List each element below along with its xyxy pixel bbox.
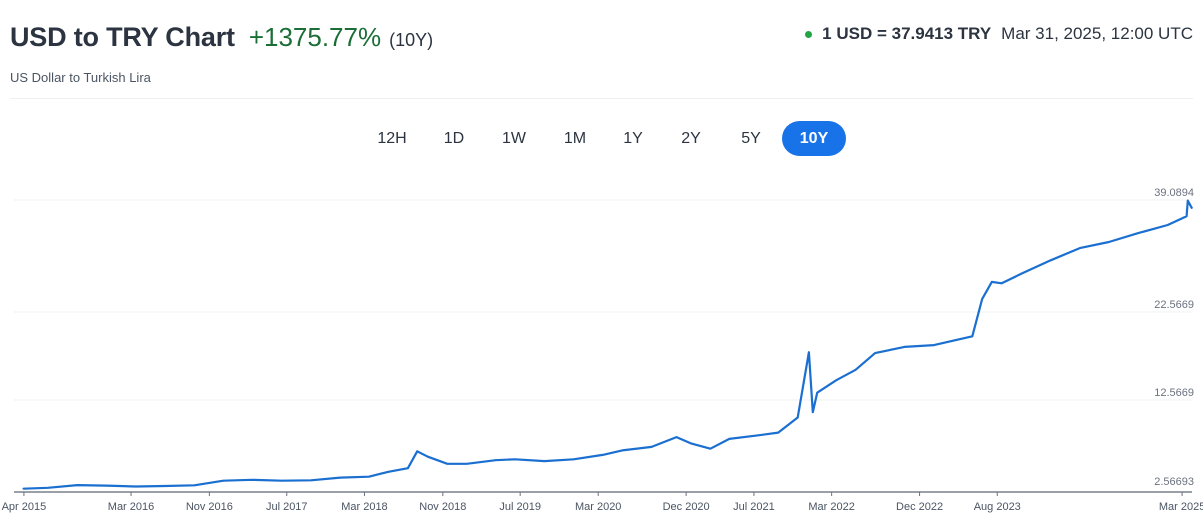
x-tick-label: Dec 2020 bbox=[663, 501, 710, 513]
period-label: (10Y) bbox=[389, 30, 434, 50]
x-tick-label: Nov 2018 bbox=[419, 501, 466, 513]
x-tick-label: Jul 2017 bbox=[266, 501, 308, 513]
usd-try-line-chart: 2.56693 12.5669 22.5669 39.0894 Apr 2015 Mar… bbox=[2, 187, 1203, 513]
tab-1m[interactable]: 1M bbox=[563, 130, 587, 147]
tab-1y[interactable]: 1Y bbox=[623, 130, 643, 147]
y-tick-label: 12.5669 bbox=[1154, 387, 1194, 399]
tab-10y[interactable]: 10Y bbox=[782, 121, 846, 156]
rate-timestamp: Mar 31, 2025, 12:00 UTC bbox=[1001, 24, 1193, 43]
x-tick-label: Apr 2015 bbox=[2, 501, 47, 513]
percent-change: +1375.77% bbox=[248, 22, 382, 52]
rate-display: 1 USD = 37.9413 TRY Mar 31, 2025, 12:00 … bbox=[805, 24, 1193, 44]
x-tick-label: Dec 2022 bbox=[896, 501, 943, 513]
series-line-usd-try bbox=[22, 199, 1193, 490]
title-row: USD to TRY Chart +1375.77% (10Y) bbox=[10, 22, 433, 53]
x-tick-label: Mar 2022 bbox=[808, 501, 854, 513]
x-tick-label: Mar 2020 bbox=[575, 501, 621, 513]
x-tick-label: Mar 2025 bbox=[1159, 501, 1203, 513]
tab-5y[interactable]: 5Y bbox=[741, 130, 761, 147]
chart-gridlines bbox=[14, 199, 1192, 401]
x-axis-ticks: Apr 2015 Mar 2016 Nov 2016 Jul 2017 Mar 2018… bbox=[2, 492, 1203, 513]
x-tick-label: Jul 2021 bbox=[733, 501, 775, 513]
page-subtitle: US Dollar to Turkish Lira bbox=[10, 70, 151, 85]
chart-header: USD to TRY Chart +1375.77% (10Y) US Doll… bbox=[10, 20, 1193, 90]
y-axis-ticks: 2.56693 12.5669 22.5669 39.0894 bbox=[1154, 187, 1194, 488]
x-tick-label: Nov 2016 bbox=[186, 501, 233, 513]
tab-12h[interactable]: 12H bbox=[377, 130, 407, 147]
y-tick-label: 22.5669 bbox=[1154, 299, 1194, 311]
y-tick-label: 39.0894 bbox=[1154, 187, 1194, 199]
exchange-rate: 1 USD = 37.9413 TRY bbox=[822, 24, 992, 43]
tab-2y[interactable]: 2Y bbox=[681, 130, 701, 147]
x-tick-label: Mar 2016 bbox=[108, 501, 154, 513]
y-tick-label: 2.56693 bbox=[1154, 476, 1194, 488]
x-tick-label: Mar 2018 bbox=[341, 501, 387, 513]
header-divider bbox=[10, 98, 1193, 99]
tab-1w[interactable]: 1W bbox=[502, 130, 526, 147]
x-tick-label: Jul 2019 bbox=[499, 501, 541, 513]
tab-1d[interactable]: 1D bbox=[443, 130, 465, 147]
page-title: USD to TRY Chart bbox=[10, 22, 235, 52]
time-range-tabs: 12H 1D 1W 1M 1Y 2Y 5Y 10Y bbox=[0, 121, 1203, 157]
live-status-dot-icon bbox=[805, 30, 813, 38]
x-tick-label: Aug 2023 bbox=[974, 501, 1021, 513]
